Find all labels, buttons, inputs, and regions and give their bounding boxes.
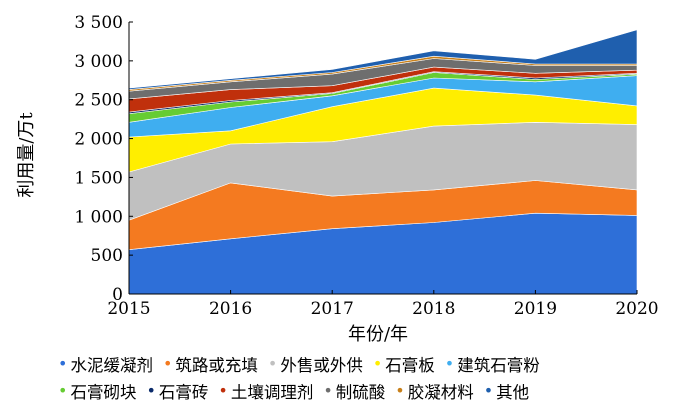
y-tick-label: 3 000: [74, 52, 123, 72]
y-tick-label: 0: [112, 285, 123, 305]
legend-label: 胶凝材料: [407, 382, 474, 402]
legend-label: 外售或外供: [280, 355, 363, 375]
x-axis-label: 年份/年: [348, 324, 408, 345]
legend-item: • 外售或外供: [268, 352, 363, 376]
x-tick-label: 2019: [514, 299, 557, 319]
legend-item: • 水泥缓凝剂: [58, 352, 153, 376]
legend-label: 制硫酸: [335, 382, 386, 402]
legend-marker-icon: •: [146, 380, 156, 400]
legend-item: • 胶凝材料: [395, 379, 473, 403]
x-tick-label: 2015: [107, 299, 150, 319]
x-tick-label: 2020: [615, 299, 658, 319]
legend-label: 水泥缓凝剂: [70, 355, 153, 375]
legend-item: • 石膏板: [373, 352, 435, 376]
legend-row: • 石膏砌块 • 石膏砖 • 土壤调理剂 • 制硫酸 • 胶凝材料 • 其他: [58, 377, 688, 404]
y-tick-label: 2 500: [74, 91, 123, 111]
legend-marker-icon: •: [58, 380, 68, 400]
legend-item: • 制硫酸: [323, 379, 385, 403]
legend-item: • 石膏砌块: [58, 379, 136, 403]
y-tick-label: 500: [91, 246, 123, 266]
y-axis-label: 利用量/万t: [16, 112, 37, 198]
legend-marker-icon: •: [395, 380, 405, 400]
legend-item: • 土壤调理剂: [218, 379, 313, 403]
x-tick-label: 2016: [209, 299, 252, 319]
legend-item: • 其他: [484, 379, 529, 403]
legend-marker-icon: •: [218, 380, 228, 400]
legend-label: 其他: [496, 382, 530, 402]
y-tick-label: 3 500: [74, 13, 123, 33]
y-tick-label: 1 500: [74, 168, 123, 188]
x-tick-label: 2017: [311, 299, 354, 319]
area-layers: [128, 29, 638, 295]
legend-item: • 建筑石膏粉: [445, 352, 540, 376]
legend-marker-icon: •: [372, 353, 383, 373]
legend-row: • 水泥缓凝剂 • 筑路或充填 • 外售或外供 • 石膏板 • 建筑石膏粉: [58, 350, 688, 377]
legend-marker-icon: •: [444, 353, 455, 373]
legend-label: 筑路或充填: [175, 355, 258, 375]
legend-marker-icon: •: [58, 353, 68, 373]
legend-label: 石膏砌块: [70, 382, 137, 402]
y-tick-label: 1 000: [74, 207, 123, 227]
legend: • 水泥缓凝剂 • 筑路或充填 • 外售或外供 • 石膏板 • 建筑石膏粉 • 石膏砌块 • 石膏砖 • 土壤…: [58, 350, 688, 404]
area-series-10: [128, 29, 638, 90]
legend-marker-icon: •: [267, 353, 278, 373]
legend-label: 石膏板: [385, 355, 435, 375]
legend-marker-icon: •: [323, 380, 333, 400]
legend-marker-icon: •: [162, 353, 173, 373]
legend-label: 土壤调理剂: [230, 382, 314, 402]
x-tick-label: 2018: [412, 299, 455, 319]
legend-item: • 石膏砖: [146, 379, 208, 403]
legend-marker-icon: •: [483, 380, 494, 400]
chart: 0 500 1 000 1 500 2 000 2 500 3 000 3 500 2015 20…: [16, 13, 659, 345]
legend-label: 建筑石膏粉: [457, 355, 540, 375]
legend-label: 石膏砖: [158, 382, 209, 402]
axes: 0 500 1 000 1 500 2 000 2 500 3 000 3 500 2015 20…: [74, 13, 658, 319]
y-tick-label: 2 000: [74, 130, 123, 150]
legend-item: • 筑路或充填: [163, 352, 258, 376]
